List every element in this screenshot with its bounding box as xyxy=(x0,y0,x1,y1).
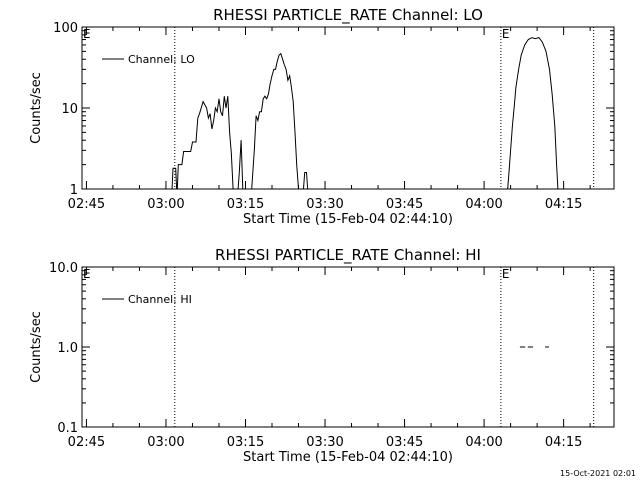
y-axis-label: Counts/sec xyxy=(29,311,44,383)
series-line-segment xyxy=(251,52,300,189)
y-tick-label: 100 xyxy=(53,21,78,36)
x-tick-label: 03:00 xyxy=(147,197,184,212)
series-line-segment xyxy=(171,96,234,189)
y-tick-label: 1.0 xyxy=(57,341,78,356)
x-axis-label: Start Time (15-Feb-04 02:44:10) xyxy=(243,212,453,227)
series-line-segment xyxy=(302,172,309,189)
x-tick-label: 03:30 xyxy=(306,435,343,450)
x-tick-label: 03:15 xyxy=(227,435,264,450)
y-tick-label: 1 xyxy=(70,183,78,198)
legend-label: Channel: LO xyxy=(128,53,195,66)
chart-title: RHESSI PARTICLE_RATE Channel: HI xyxy=(215,246,481,265)
series-line-segment xyxy=(507,37,559,189)
x-tick-label: 02:45 xyxy=(68,435,105,450)
event-marker-label: E xyxy=(502,27,510,41)
x-tick-label: 04:00 xyxy=(465,197,502,212)
x-tick-label: 03:45 xyxy=(386,197,423,212)
x-tick-label: 04:15 xyxy=(545,197,582,212)
x-tick-label: 03:45 xyxy=(386,435,423,450)
chart-title: RHESSI PARTICLE_RATE Channel: LO xyxy=(213,6,483,25)
x-tick-label: 02:45 xyxy=(68,197,105,212)
y-axis-label: Counts/sec xyxy=(29,72,44,144)
x-tick-label: 04:00 xyxy=(465,435,502,450)
event-marker-label: E xyxy=(83,27,91,41)
plot-frame xyxy=(81,266,615,428)
panel-lo: RHESSI PARTICLE_RATE Channel: LO Start Ti… xyxy=(29,6,615,227)
y-tick-label: 10.0 xyxy=(49,261,78,276)
timestamp: 15-Oct-2021 02:01 xyxy=(560,469,636,478)
series-line-segment xyxy=(237,140,244,189)
x-tick-label: 03:15 xyxy=(227,197,264,212)
x-tick-label: 04:15 xyxy=(545,435,582,450)
event-marker-label: E xyxy=(83,267,91,281)
x-axis-label: Start Time (15-Feb-04 02:44:10) xyxy=(243,450,453,465)
panel-hi: RHESSI PARTICLE_RATE Channel: HI Start Ti… xyxy=(29,246,615,465)
legend-label: Channel: HI xyxy=(128,293,192,306)
plot-frame xyxy=(81,26,615,190)
event-marker-label: E xyxy=(502,267,510,281)
x-tick-label: 03:30 xyxy=(306,197,343,212)
x-tick-label: 03:00 xyxy=(147,435,184,450)
y-tick-label: 10 xyxy=(61,102,78,117)
y-tick-label: 0.1 xyxy=(57,421,78,436)
